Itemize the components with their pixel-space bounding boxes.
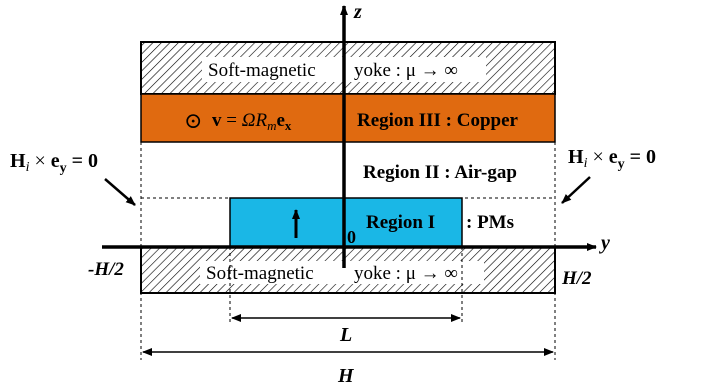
left-boundary-pointer <box>104 178 136 206</box>
pm-suffix-label: : PMs <box>466 212 514 233</box>
right-boundary-condition: Hi × ey = 0 <box>568 146 656 172</box>
region-iii-label: Region III : Copper <box>357 110 519 131</box>
copper-region <box>140 93 556 143</box>
left-edge-label: -H/2 <box>88 259 124 280</box>
velocity-symbol: ⊙ <box>184 108 202 133</box>
velocity-expression: v = ΩRmex <box>212 110 292 133</box>
pm-region <box>229 197 463 248</box>
dimension-L-label: L <box>339 324 352 346</box>
y-axis-label: y <box>599 232 610 254</box>
bottom-yoke-label-a: Soft-magnetic <box>206 263 314 284</box>
right-edge-label: H/2 <box>561 268 592 289</box>
top-yoke-label-a: Soft-magnetic <box>208 60 316 81</box>
bottom-yoke-label-b: yoke : μ → ∞ <box>354 263 458 284</box>
z-axis-label: z <box>353 1 362 23</box>
bottom-yoke-text-bg <box>200 261 484 284</box>
region-i-label: Region I <box>366 212 435 233</box>
left-boundary-condition: Hi × ey = 0 <box>10 150 98 176</box>
region-ii-label: Region II : Air-gap <box>363 162 517 183</box>
dimension-H-label: H <box>337 365 355 387</box>
top-yoke-label-b: yoke : μ → ∞ <box>354 60 458 81</box>
origin-label: 0 <box>347 227 356 247</box>
right-boundary-pointer <box>561 176 591 204</box>
